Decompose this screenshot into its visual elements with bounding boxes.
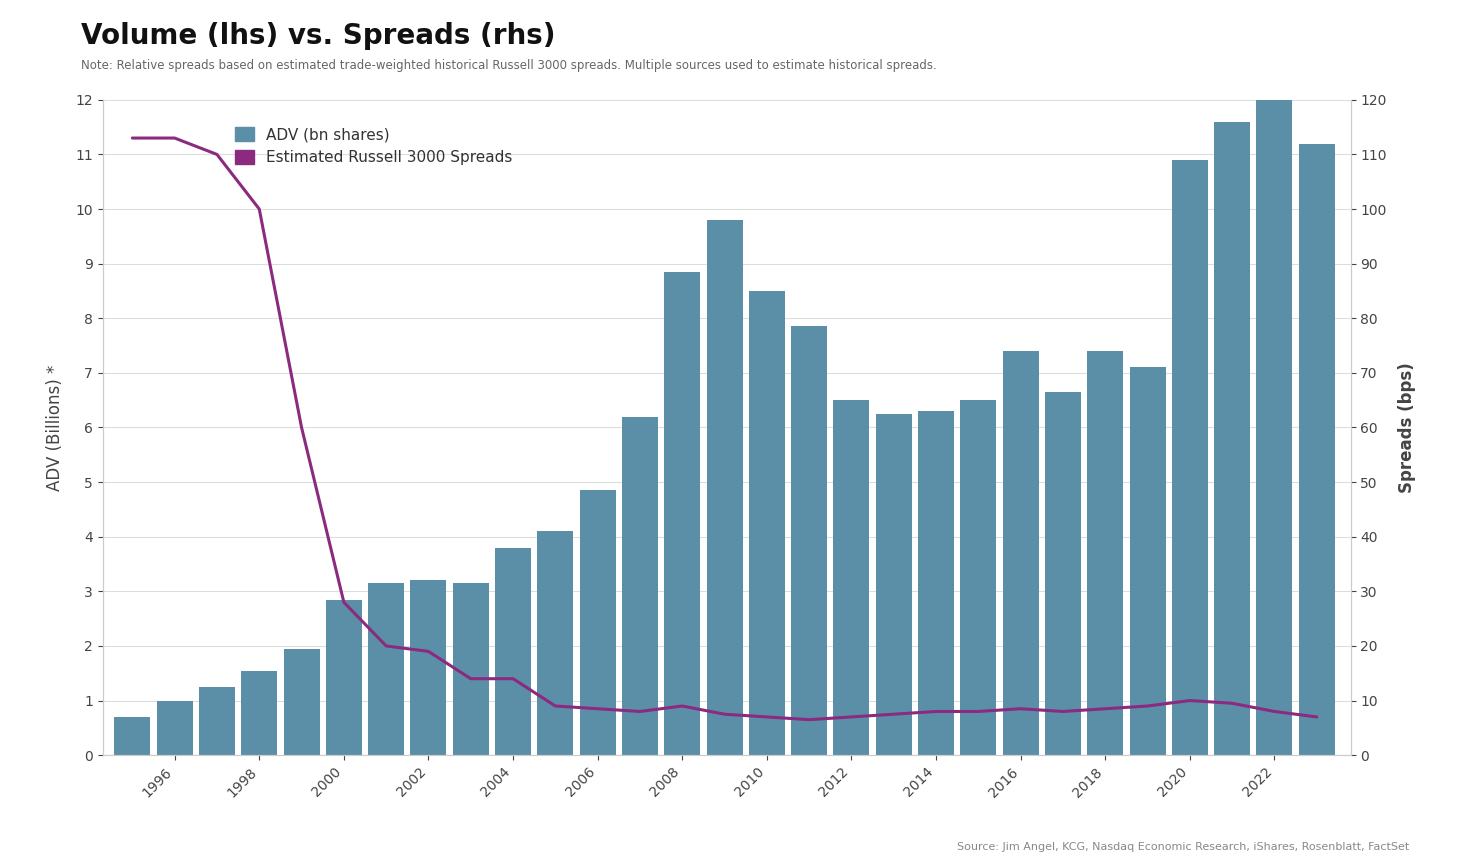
Bar [200,687,235,755]
Bar [452,583,489,755]
Bar [749,291,785,755]
Text: Source: Jim Angel, KCG, Nasdaq Economic Research, iShares, Rosenblatt, FactSet: Source: Jim Angel, KCG, Nasdaq Economic … [957,842,1409,852]
Legend: ADV (bn shares), Estimated Russell 3000 Spreads: ADV (bn shares), Estimated Russell 3000 … [235,127,512,165]
Bar [1003,351,1038,755]
Bar [1214,122,1251,755]
Bar [580,490,615,755]
Bar [1257,83,1292,755]
Bar [918,411,954,755]
Bar [1088,351,1123,755]
Bar [241,670,277,755]
Bar [665,272,700,755]
Bar [834,400,869,755]
Bar [1171,160,1208,755]
Bar [368,583,404,755]
Bar [876,414,912,755]
Text: Note: Relative spreads based on estimated trade-weighted historical Russell 3000: Note: Relative spreads based on estimate… [81,59,937,72]
Bar [622,417,658,755]
Text: Volume (lhs) vs. Spreads (rhs): Volume (lhs) vs. Spreads (rhs) [81,22,555,49]
Bar [283,648,320,755]
Bar [495,548,531,755]
Bar [411,581,446,755]
Bar [157,700,192,755]
Bar [537,531,574,755]
Bar [960,400,997,755]
Bar [1045,392,1080,755]
Bar [706,220,743,755]
Bar [791,326,826,755]
Bar [326,600,361,755]
Y-axis label: Spreads (bps): Spreads (bps) [1398,362,1417,493]
Bar [1299,143,1334,755]
Y-axis label: ADV (Billions) *: ADV (Billions) * [46,365,65,490]
Bar [115,717,150,755]
Bar [1129,367,1166,755]
